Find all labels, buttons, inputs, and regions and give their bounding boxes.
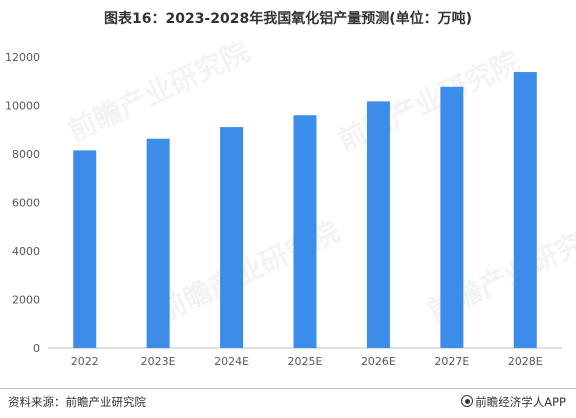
y-tick-label: 2000 — [12, 294, 40, 307]
bar-2023E — [146, 138, 170, 348]
chart-title: 图表16：2023-2028年我国氧化铝产量预测(单位：万吨) — [103, 11, 473, 27]
y-tick-label: 4000 — [12, 245, 40, 258]
x-tick-label: 2026E — [361, 355, 396, 368]
x-tick-label: 2022 — [71, 355, 99, 368]
bar-2025E — [293, 115, 317, 348]
bar-2027E — [440, 86, 464, 348]
x-tick-label: 2028E — [508, 355, 543, 368]
y-tick-label: 0 — [33, 342, 40, 355]
brand-text: 前瞻经济学人APP — [475, 395, 566, 409]
x-tick-label: 2027E — [434, 355, 469, 368]
x-tick-label: 2023E — [141, 355, 176, 368]
bar-2026E — [366, 101, 390, 348]
bar-2022 — [73, 150, 97, 348]
brand-logo-icon — [461, 395, 474, 407]
footer: 资料来源：前瞻产业研究院 前瞻经济学人APP — [0, 388, 576, 418]
bar-chart: 0 2000 4000 6000 8000 10000 12000 2022 2023E 2024… — [5, 51, 562, 368]
source-note: 资料来源：前瞻产业研究院 — [8, 395, 146, 409]
bar-2028E — [513, 72, 537, 348]
y-tick-label: 8000 — [12, 148, 40, 161]
y-tick-label: 6000 — [12, 197, 40, 210]
y-tick-label: 10000 — [5, 100, 40, 113]
brand-label: 前瞻经济学人APP — [461, 394, 566, 410]
x-tick-label: 2025E — [288, 355, 323, 368]
y-tick-label: 12000 — [5, 51, 40, 64]
x-tick-label: 2024E — [214, 355, 249, 368]
bar-2024E — [220, 127, 244, 349]
